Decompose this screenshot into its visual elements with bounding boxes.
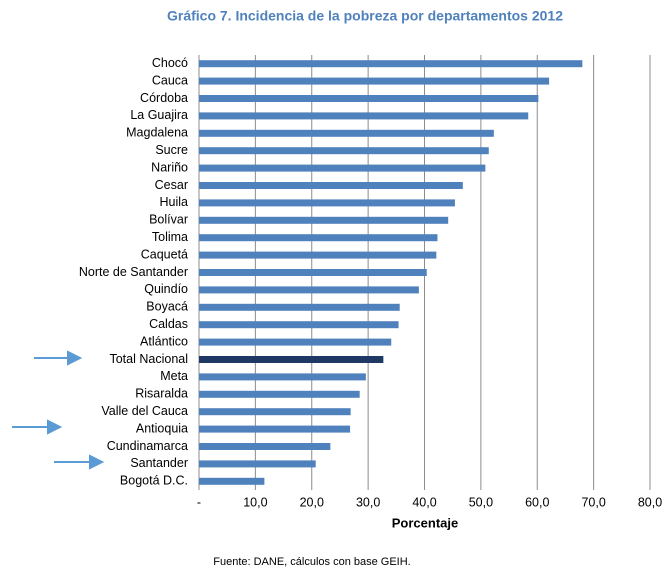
- y-tick-label: Total Nacional: [109, 352, 188, 366]
- y-tick-label: Bogotá D.C.: [120, 474, 188, 488]
- bar: [199, 129, 494, 137]
- bar: [199, 460, 316, 468]
- y-tick-label: La Guajira: [130, 108, 188, 122]
- arrows: [12, 350, 105, 470]
- y-tick-label: Chocó: [152, 56, 188, 70]
- y-tick-label: Cauca: [152, 73, 188, 87]
- y-tick-label: Atlántico: [140, 334, 188, 348]
- x-tick-label: 30,0: [356, 495, 380, 509]
- source-note: Fuente: DANE, cálculos con base GEIH.: [213, 556, 410, 568]
- bar: [199, 269, 427, 276]
- bar: [199, 95, 539, 102]
- bar: [199, 234, 438, 242]
- bar: [199, 303, 400, 311]
- y-tick-label: Sucre: [155, 143, 188, 157]
- y-tick-label: Bolívar: [149, 213, 188, 227]
- bar: [199, 147, 489, 155]
- arrow-head: [47, 419, 63, 435]
- y-tick-label: Santander: [130, 456, 188, 470]
- bar: [199, 425, 351, 433]
- y-tick-label: Cesar: [155, 178, 188, 192]
- bar: [199, 216, 449, 224]
- bar: [199, 390, 360, 398]
- y-tick-label: Huila: [160, 195, 189, 209]
- bar: [199, 408, 351, 416]
- y-tick-label: Meta: [160, 369, 188, 383]
- y-tick-label: Tolima: [152, 230, 188, 244]
- x-tick-label: -: [197, 495, 201, 509]
- bar: [199, 77, 550, 85]
- x-tick-label: 70,0: [581, 495, 605, 509]
- bar: [199, 164, 486, 172]
- bar: [199, 286, 419, 294]
- arrow-head: [89, 454, 105, 470]
- y-tick-label: Boyacá: [146, 300, 188, 314]
- y-tick-label: Quindío: [144, 282, 188, 296]
- y-tick-label: Caldas: [149, 317, 188, 331]
- bar: [199, 182, 463, 189]
- x-axis-label: Porcentaje: [392, 515, 458, 530]
- x-tick-label: 10,0: [243, 495, 267, 509]
- y-tick-label: Norte de Santander: [79, 265, 188, 279]
- bar: [199, 373, 366, 381]
- x-tick-label: 40,0: [412, 495, 436, 509]
- x-tick-label: 80,0: [638, 495, 662, 509]
- bar: [199, 477, 265, 485]
- bar: [199, 443, 331, 450]
- chart-title: Gráfico 7. Incidencia de la pobreza por …: [167, 8, 563, 24]
- y-tick-label: Risaralda: [135, 387, 188, 401]
- bar: [199, 321, 399, 329]
- y-tick-label: Valle del Cauca: [101, 404, 188, 418]
- bar: [199, 338, 392, 346]
- bar: [199, 199, 455, 207]
- x-tick-label: 20,0: [300, 495, 324, 509]
- bar: [199, 356, 384, 363]
- x-tick-label: 50,0: [469, 495, 493, 509]
- y-tick-label: Cundinamarca: [107, 439, 188, 453]
- bar: [199, 251, 437, 259]
- y-tick-label: Nariño: [151, 160, 188, 174]
- bar: [199, 112, 529, 120]
- y-tick-label: Caquetá: [141, 247, 188, 261]
- y-tick-label: Córdoba: [140, 91, 188, 105]
- x-tick-label: 60,0: [525, 495, 549, 509]
- y-tick-label: Magdalena: [126, 126, 188, 140]
- arrow-head: [67, 350, 83, 366]
- bar: [199, 60, 583, 68]
- y-tick-label: Antioquia: [136, 421, 188, 435]
